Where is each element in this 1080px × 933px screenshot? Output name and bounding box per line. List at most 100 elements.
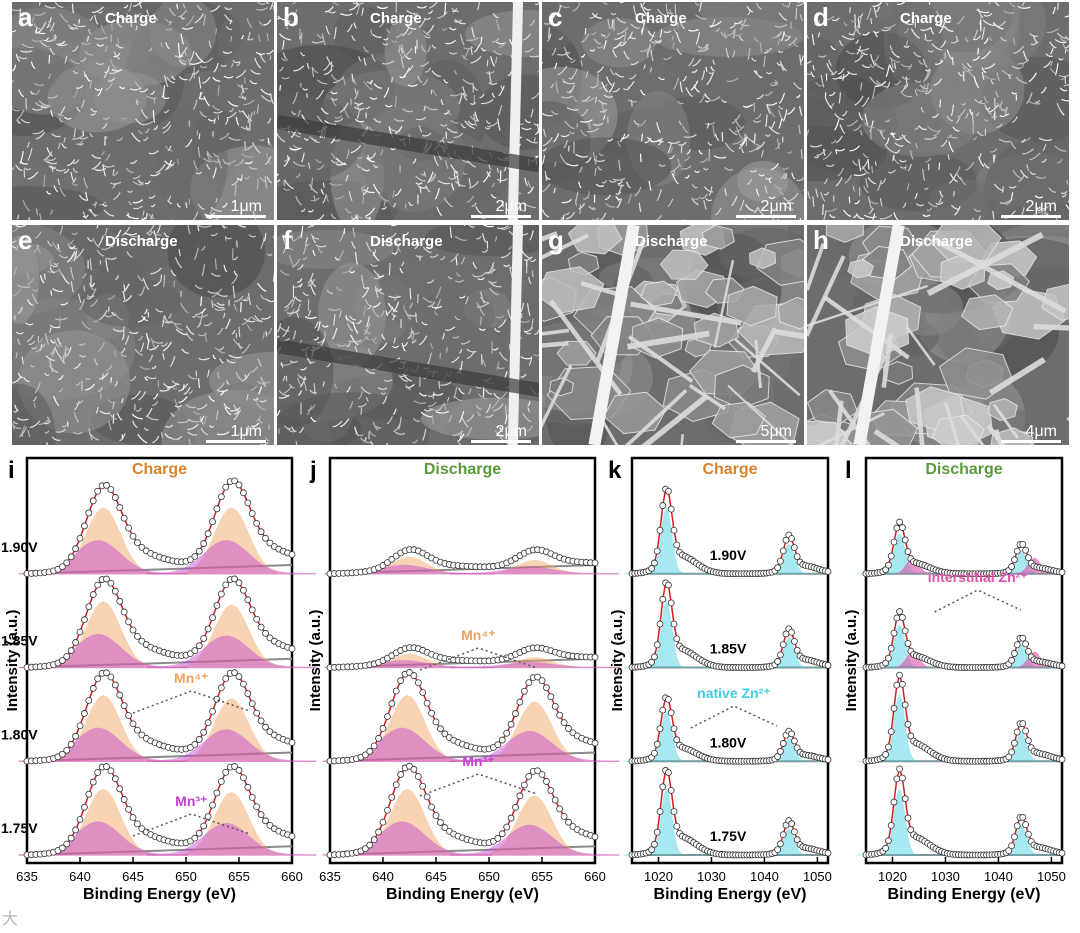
- data-point: [231, 477, 238, 485]
- data-point: [779, 831, 787, 839]
- data-point: [222, 483, 230, 491]
- data-point: [1058, 849, 1066, 857]
- data-point: [116, 504, 124, 511]
- data-point: [565, 725, 572, 732]
- baseline: [26, 845, 293, 856]
- data-point: [591, 653, 599, 661]
- data-point: [1011, 739, 1018, 747]
- data-point: [67, 834, 75, 842]
- data-point: [379, 818, 387, 826]
- data-point: [1058, 568, 1066, 576]
- data-point: [653, 740, 661, 748]
- mn3-component: [146, 729, 317, 762]
- data-point: [890, 704, 898, 712]
- scale-bar: [736, 215, 796, 218]
- data-point: [204, 813, 212, 820]
- data-point: [384, 806, 391, 814]
- data-point: [774, 564, 781, 572]
- scale-bar: [471, 215, 531, 218]
- data-point: [209, 801, 216, 809]
- data-point: [896, 765, 903, 773]
- x-tick-label: 655: [531, 869, 553, 884]
- data-point: [195, 642, 203, 650]
- data-point: [125, 712, 132, 719]
- data-point: [63, 653, 71, 660]
- panel-state-label: Charge: [105, 10, 157, 27]
- data-point: [94, 675, 102, 683]
- data-point: [887, 728, 895, 736]
- series-label: 1.85V: [710, 641, 747, 657]
- data-point: [774, 658, 781, 665]
- data-point: [235, 579, 243, 587]
- data-point: [670, 725, 678, 733]
- data-point: [111, 587, 119, 595]
- data-point: [231, 669, 238, 677]
- data-point: [788, 820, 795, 828]
- panel-letter: f: [283, 225, 292, 255]
- scale-bar-label: 2μm: [495, 423, 527, 440]
- panel-letter: i: [8, 457, 15, 484]
- mn4-component: [146, 507, 317, 575]
- data-point: [507, 720, 515, 728]
- data-point: [777, 840, 784, 848]
- peak-annotation: interstitial Zn²⁺: [928, 569, 1028, 585]
- x-axis-label: Binding Energy (eV): [83, 886, 236, 903]
- x-tick-label: 645: [425, 869, 447, 884]
- annotation-leader: [132, 813, 250, 837]
- scale-bar: [736, 440, 796, 443]
- data-point: [516, 792, 524, 800]
- data-point: [551, 702, 559, 710]
- data-point: [231, 575, 238, 583]
- data-point: [262, 723, 269, 731]
- data-point: [72, 732, 79, 740]
- data-point: [887, 552, 895, 560]
- sem-texture: [542, 225, 804, 445]
- data-point: [392, 781, 400, 789]
- data-point: [266, 539, 274, 547]
- data-point: [370, 742, 378, 750]
- series-label: 1.80V: [710, 734, 747, 750]
- data-point: [525, 772, 533, 780]
- x-tick-label: 635: [16, 869, 38, 884]
- mn4-component: [449, 795, 620, 856]
- data-point: [885, 561, 892, 569]
- peak-annotation: Mn³⁺: [462, 753, 494, 769]
- sem-panel-h: h Discharge 4μm: [807, 225, 1069, 445]
- data-point: [591, 739, 599, 747]
- data-point: [222, 581, 230, 589]
- data-point: [512, 803, 519, 811]
- data-point: [565, 818, 572, 826]
- data-point: [648, 846, 655, 854]
- data-point: [893, 524, 901, 532]
- mn3-component: [449, 730, 620, 762]
- sem-panel-c: c Charge 2μm: [542, 2, 804, 220]
- data-point: [665, 581, 672, 589]
- series-label: 1.75V: [710, 828, 747, 844]
- data-point: [361, 751, 369, 759]
- x-tick-label: 1050: [1037, 869, 1066, 884]
- data-point: [885, 837, 892, 845]
- data-point: [266, 634, 274, 642]
- data-point: [777, 557, 784, 565]
- data-point: [899, 524, 906, 531]
- interstitial-component: [878, 557, 932, 574]
- data-point: [659, 706, 667, 714]
- data-point: [107, 486, 115, 493]
- baseline: [329, 845, 596, 856]
- data-point: [525, 679, 533, 687]
- y-axis-label: Intensity (a.u.): [4, 610, 21, 712]
- data-point: [774, 846, 781, 854]
- scale-bar: [471, 440, 531, 443]
- data-point: [72, 639, 79, 646]
- data-point: [103, 575, 110, 583]
- data-point: [125, 524, 132, 532]
- x-tick-label: 1020: [644, 869, 673, 884]
- data-point: [779, 740, 787, 747]
- x-tick-label: 650: [478, 869, 500, 884]
- data-point: [1008, 842, 1015, 850]
- data-point: [503, 729, 511, 737]
- annotation-leader: [132, 690, 250, 714]
- data-point: [266, 821, 274, 829]
- x-tick-label: 645: [122, 869, 144, 884]
- data-point: [288, 551, 296, 558]
